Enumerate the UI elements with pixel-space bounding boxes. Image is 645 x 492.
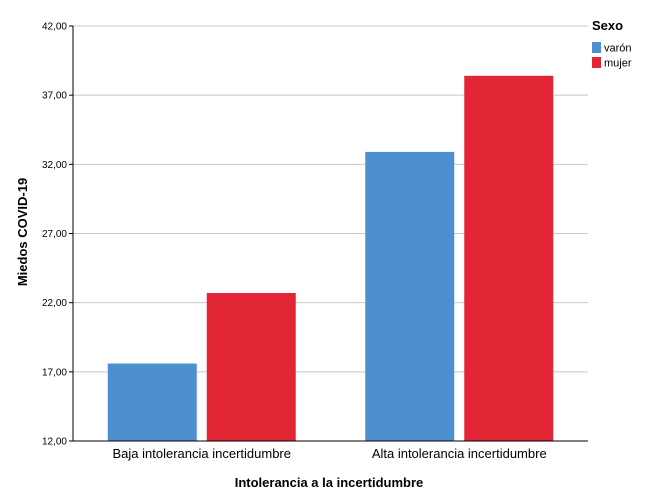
bar-mujer-0 xyxy=(206,292,296,441)
legend-label: mujer xyxy=(604,58,632,70)
x-axis-categories: Baja intolerancia incertidumbre Alta into… xyxy=(113,446,547,461)
legend-label: varón xyxy=(604,43,632,55)
bar-varón-0 xyxy=(107,363,197,441)
legend-swatch xyxy=(592,57,601,68)
bar-varón-1 xyxy=(365,151,455,441)
legend-title: Sexo xyxy=(592,18,623,33)
y-tick-label: 17,00 xyxy=(42,367,67,378)
y-tick-label: 22,00 xyxy=(42,298,67,309)
y-tick-label: 12,00 xyxy=(42,437,67,448)
x-category-label: Alta intolerancia incertidumbre xyxy=(372,446,547,461)
y-tick-label: 37,00 xyxy=(42,91,67,102)
legend: Sexo varón mujer xyxy=(592,18,632,70)
x-axis-title: Intolerancia a la incertidumbre xyxy=(235,475,424,490)
bars xyxy=(107,75,554,442)
y-tick-label: 32,00 xyxy=(42,160,67,171)
y-axis-title: Miedos COVID-19 xyxy=(15,178,30,286)
legend-swatch xyxy=(592,42,601,53)
y-axis-ticks: 12,00 17,00 22,00 27,00 32,00 37,00 42,00 xyxy=(42,22,73,448)
y-tick-label: 42,00 xyxy=(42,22,67,33)
bar-mujer-1 xyxy=(464,75,554,442)
x-category-label: Baja intolerancia incertidumbre xyxy=(113,446,291,461)
y-tick-label: 27,00 xyxy=(42,229,67,240)
